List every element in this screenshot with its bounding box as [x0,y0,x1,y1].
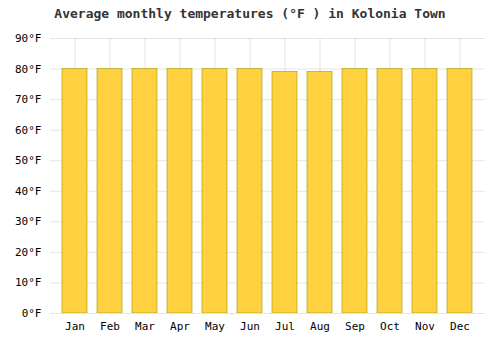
svg-text:70°F: 70°F [15,93,42,106]
svg-text:80°F: 80°F [15,63,42,76]
svg-text:10°F: 10°F [15,276,42,289]
svg-text:50°F: 50°F [15,154,42,167]
svg-text:20°F: 20°F [15,246,42,259]
svg-text:90°F: 90°F [15,32,42,45]
svg-text:Aug: Aug [310,320,330,333]
svg-text:Mar: Mar [135,320,155,333]
svg-text:40°F: 40°F [15,185,42,198]
svg-text:Dec: Dec [450,320,470,333]
svg-text:Apr: Apr [170,320,190,333]
svg-text:Feb: Feb [100,320,120,333]
html-text:Average monthly temperatures (: Average monthly temperatures (°F ) in Ko… [54,6,446,21]
svg-text:Oct: Oct [380,320,400,333]
svg-text:May: May [205,320,225,333]
svg-text:30°F: 30°F [15,215,42,228]
svg-text:0°F: 0°F [22,307,42,320]
svg-text:Sep: Sep [345,320,365,333]
svg-text:Jul: Jul [275,320,295,333]
svg-text:Jun: Jun [240,320,260,333]
svg-text:Jan: Jan [65,320,85,333]
svg-text:60°F: 60°F [15,124,42,137]
svg-text:Nov: Nov [415,320,435,333]
